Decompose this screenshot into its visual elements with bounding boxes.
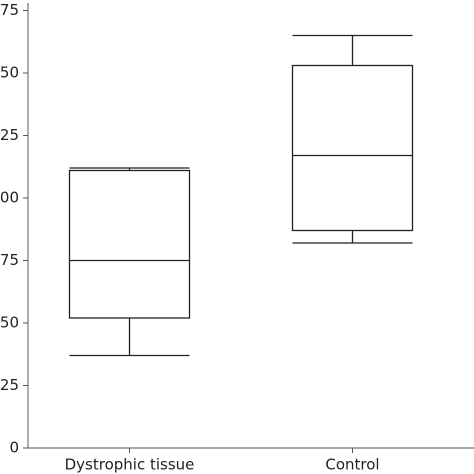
y-tick-label: 25 (0, 126, 19, 144)
y-tick-label: 50 (0, 64, 19, 82)
x-tick-label: Dystrophic tissue (65, 456, 195, 474)
x-tick-label: Control (325, 456, 379, 474)
y-tick-label: 50 (0, 314, 19, 332)
y-tick-label: 75 (0, 1, 19, 19)
y-tick-label: 0 (9, 439, 19, 457)
box (68, 169, 191, 319)
y-tick-label: 00 (0, 189, 19, 207)
y-tick-label: 25 (0, 376, 19, 394)
box (291, 64, 414, 232)
y-tick-label: 75 (0, 251, 19, 269)
